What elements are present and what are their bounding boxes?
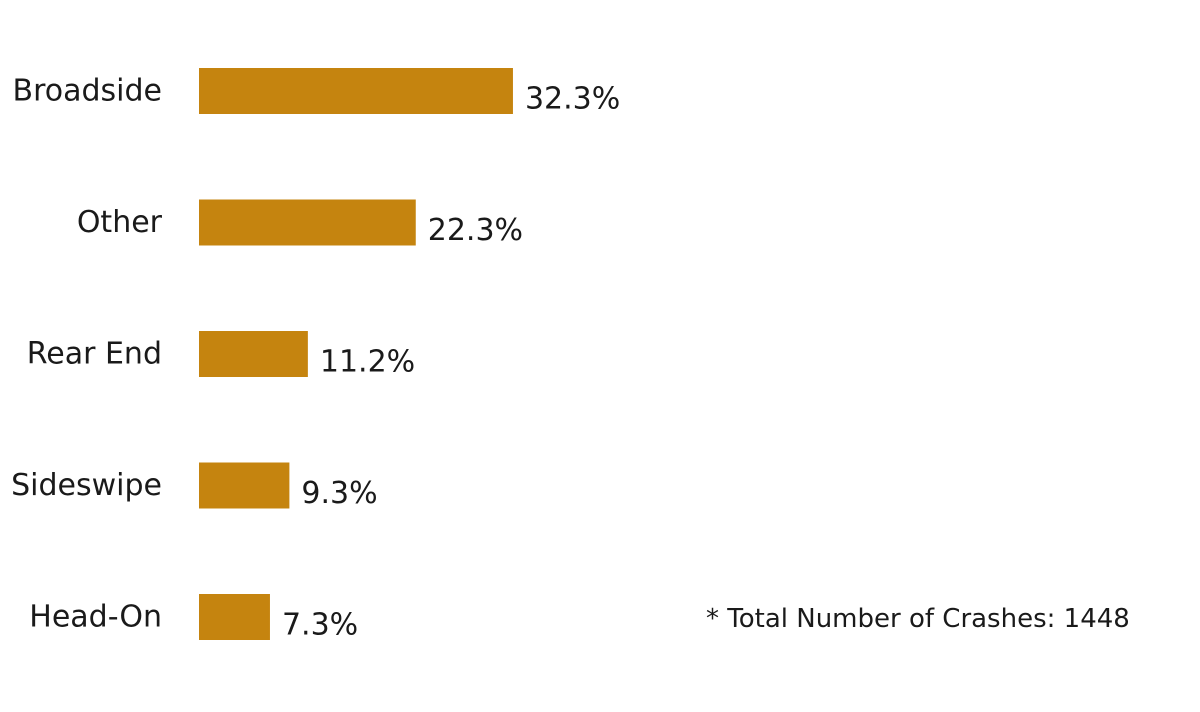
category-labels: Broadside Other Rear End Sideswipe Head-On xyxy=(11,74,163,635)
value-labels: 32.3% 22.3% 11.2% 9.3% 7.3% xyxy=(282,82,620,643)
bar-rear-end xyxy=(199,331,308,377)
value-label-head-on: 7.3% xyxy=(282,608,358,643)
category-label-rear-end: Rear End xyxy=(27,337,162,372)
category-label-head-on: Head-On xyxy=(29,600,162,635)
category-label-sideswipe: Sideswipe xyxy=(11,468,162,503)
total-crashes-note: * Total Number of Crashes: 1448 xyxy=(706,604,1130,634)
value-label-sideswipe: 9.3% xyxy=(301,476,377,511)
bar-head-on xyxy=(199,594,270,640)
value-label-other: 22.3% xyxy=(428,213,523,248)
value-label-broadside: 32.3% xyxy=(525,82,620,117)
bar-sideswipe xyxy=(199,462,290,509)
bar-broadside xyxy=(199,68,513,114)
category-label-other: Other xyxy=(77,205,163,240)
category-label-broadside: Broadside xyxy=(12,74,162,109)
bars xyxy=(199,68,513,640)
bar-other xyxy=(199,199,416,246)
value-label-rear-end: 11.2% xyxy=(320,345,415,380)
